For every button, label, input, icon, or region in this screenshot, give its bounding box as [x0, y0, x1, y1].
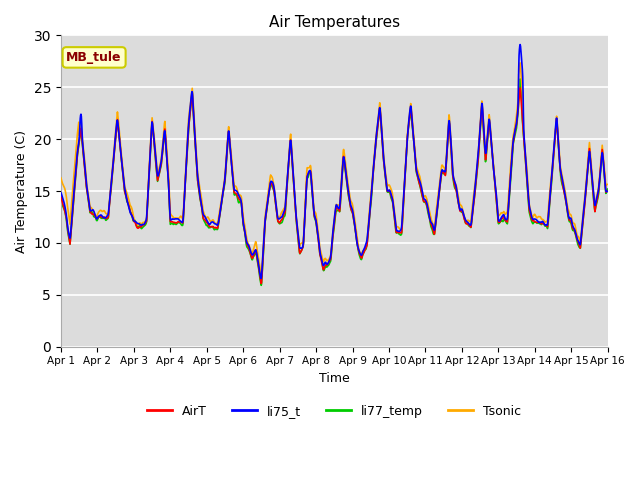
li77_temp	[122, 191, 129, 197]
li75_t	[310, 212, 318, 217]
li77_temp	[301, 220, 308, 226]
li75_t	[99, 215, 107, 220]
Line: li77_temp: li77_temp	[61, 79, 608, 285]
AirT	[257, 281, 265, 287]
Tsonic	[57, 175, 65, 181]
AirT	[604, 188, 612, 194]
AirT	[289, 175, 297, 180]
li75_t	[122, 189, 129, 195]
li75_t	[301, 218, 308, 224]
Legend: AirT, li75_t, li77_temp, Tsonic: AirT, li75_t, li77_temp, Tsonic	[142, 400, 526, 423]
AirT	[301, 219, 308, 225]
AirT	[310, 214, 318, 219]
li75_t	[604, 189, 612, 194]
li75_t	[257, 276, 265, 281]
Text: MB_tule: MB_tule	[67, 51, 122, 64]
li77_temp	[257, 282, 265, 288]
AirT	[99, 215, 107, 220]
li77_temp	[289, 176, 297, 181]
Tsonic	[289, 170, 297, 176]
X-axis label: Time: Time	[319, 372, 349, 385]
li77_temp	[99, 216, 107, 221]
AirT	[369, 179, 376, 185]
Tsonic	[516, 60, 524, 66]
Line: li75_t: li75_t	[61, 45, 608, 278]
Tsonic	[257, 273, 265, 279]
li77_temp	[310, 215, 318, 220]
Tsonic	[301, 215, 308, 220]
Line: AirT: AirT	[61, 88, 608, 284]
li75_t	[57, 190, 65, 195]
Line: Tsonic: Tsonic	[61, 63, 608, 276]
Tsonic	[604, 181, 612, 187]
Tsonic	[122, 186, 129, 192]
li77_temp	[604, 186, 612, 192]
li77_temp	[516, 76, 524, 82]
Tsonic	[310, 209, 318, 215]
Y-axis label: Air Temperature (C): Air Temperature (C)	[15, 130, 28, 252]
AirT	[57, 193, 65, 199]
Title: Air Temperatures: Air Temperatures	[269, 15, 400, 30]
li75_t	[369, 177, 376, 183]
Tsonic	[99, 208, 107, 214]
AirT	[122, 191, 129, 197]
Tsonic	[369, 174, 376, 180]
li77_temp	[57, 193, 65, 199]
li75_t	[516, 42, 524, 48]
li75_t	[289, 171, 297, 177]
li77_temp	[369, 181, 376, 187]
AirT	[516, 85, 524, 91]
